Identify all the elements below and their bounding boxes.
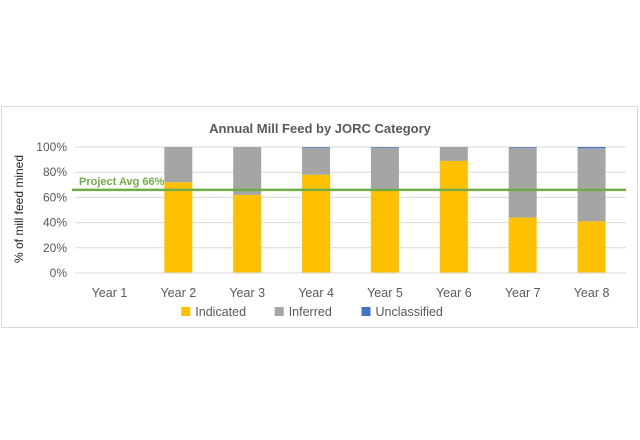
reference-line-group: Project Avg 66% xyxy=(72,176,626,192)
legend-swatch-unclassified xyxy=(361,307,371,316)
y-tick-label: 60% xyxy=(43,190,67,204)
bar-unclassified-year-4 xyxy=(302,147,331,148)
bar-unclassified-year-5 xyxy=(370,147,399,148)
bar-indicated-year-7 xyxy=(508,217,537,273)
bars xyxy=(164,147,606,273)
gridlines: 0% 20% 40% 60% 80% 100% xyxy=(36,140,626,280)
bar-inferred-year-2 xyxy=(164,147,193,183)
y-tick-label: 80% xyxy=(43,165,67,179)
legend-swatch-inferred xyxy=(274,307,284,316)
legend-label-indicated: Indicated xyxy=(195,305,246,319)
bar-inferred-year-4 xyxy=(302,147,331,175)
bar-indicated-year-4 xyxy=(302,174,331,273)
x-tick-label: Year 5 xyxy=(367,286,403,300)
bar-inferred-year-5 xyxy=(370,147,399,190)
x-tick-label: Year 1 xyxy=(92,286,128,300)
x-tick-label: Year 4 xyxy=(298,286,334,300)
bar-inferred-year-3 xyxy=(233,147,262,195)
legend-label-unclassified: Unclassified xyxy=(376,305,443,319)
legend: Indicated Inferred Unclassified xyxy=(181,305,443,319)
y-tick-label: 40% xyxy=(43,216,67,230)
y-tick-label: 0% xyxy=(50,266,68,280)
bar-indicated-year-2 xyxy=(164,182,193,273)
bar-inferred-year-8 xyxy=(577,148,606,222)
legend-label-inferred: Inferred xyxy=(289,305,332,319)
x-tick-label: Year 2 xyxy=(160,286,196,300)
x-tick-label: Year 6 xyxy=(436,286,472,300)
bar-indicated-year-5 xyxy=(370,189,399,273)
bar-unclassified-year-7 xyxy=(508,147,537,148)
chart-title: Annual Mill Feed by JORC Category xyxy=(209,121,432,136)
x-tick-label: Year 8 xyxy=(574,286,610,300)
legend-swatch-indicated xyxy=(181,307,191,316)
bar-indicated-year-8 xyxy=(577,221,606,273)
y-tick-label: 20% xyxy=(43,241,67,255)
y-axis-label: % of mill feed mined xyxy=(12,155,26,263)
chart-canvas: Annual Mill Feed by JORC Category % of m… xyxy=(12,121,626,319)
reference-line-label: Project Avg 66% xyxy=(79,176,165,188)
x-axis: Year 1 Year 2 Year 3 Year 4 Year 5 Year 6 Year… xyxy=(75,272,626,300)
bar-unclassified-year-8 xyxy=(577,147,606,149)
bar-inferred-year-6 xyxy=(439,147,468,161)
bar-indicated-year-3 xyxy=(233,194,262,273)
bar-indicated-year-6 xyxy=(439,160,468,273)
chart-area: Annual Mill Feed by JORC Category % of m… xyxy=(1,106,638,328)
x-tick-label: Year 7 xyxy=(505,286,541,300)
y-tick-label: 100% xyxy=(36,140,67,154)
bar-inferred-year-7 xyxy=(508,147,537,218)
x-tick-label: Year 3 xyxy=(229,286,265,300)
